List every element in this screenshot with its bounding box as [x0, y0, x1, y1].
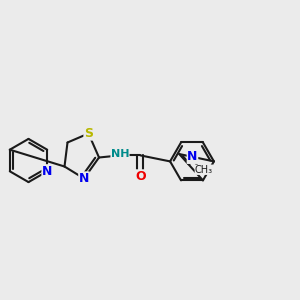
Text: NH: NH — [111, 149, 129, 159]
Text: CH₃: CH₃ — [195, 165, 213, 175]
Text: O: O — [135, 170, 146, 183]
Text: N: N — [42, 165, 52, 178]
Text: N: N — [79, 172, 89, 185]
Text: N: N — [187, 150, 198, 163]
Text: S: S — [84, 127, 93, 140]
